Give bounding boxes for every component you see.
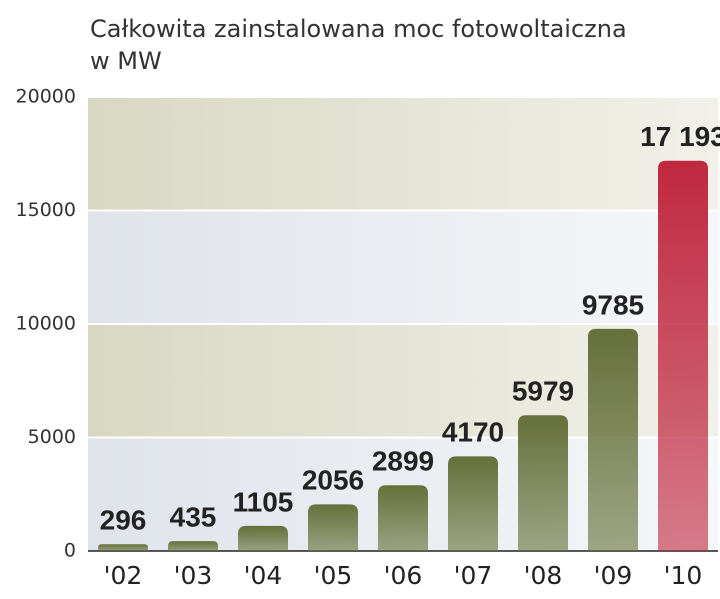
value-label: 296 [100, 505, 147, 536]
bar [98, 544, 148, 551]
value-label: 2056 [302, 465, 364, 496]
bar [658, 160, 708, 551]
x-tick-label: '08 [524, 561, 563, 590]
x-tick-label: '02 [104, 561, 143, 590]
y-tick-label: 0 [64, 540, 76, 562]
bar [518, 415, 568, 551]
x-tick-label: '03 [174, 561, 213, 590]
x-tick-label: '05 [314, 561, 353, 590]
value-label: 5979 [512, 376, 574, 407]
bar [448, 456, 498, 551]
x-tick-label: '07 [454, 561, 493, 590]
bar [168, 541, 218, 551]
bar [238, 525, 288, 551]
background-band [88, 210, 718, 324]
value-label: 17 193 [640, 121, 720, 152]
value-label: 4170 [442, 417, 504, 448]
value-label: 1105 [233, 486, 294, 517]
x-tick-label: '04 [244, 561, 283, 590]
bar [378, 485, 428, 551]
background-band [88, 97, 718, 211]
value-label: 9785 [582, 289, 644, 320]
y-tick-label: 20000 [16, 86, 76, 108]
chart-title: Całkowita zainstalowana moc fotowoltaicz… [90, 15, 627, 43]
bar [588, 328, 638, 551]
x-tick-label: '09 [594, 561, 633, 590]
value-label: 2899 [372, 446, 434, 477]
chart-subtitle: w MW [90, 47, 162, 75]
x-tick-label: '10 [664, 561, 703, 590]
value-label: 435 [170, 502, 217, 533]
x-tick-label: '06 [384, 561, 423, 590]
y-tick-label: 10000 [16, 313, 76, 335]
y-tick-label: 15000 [16, 199, 76, 221]
bar [308, 504, 358, 551]
y-tick-label: 5000 [28, 426, 76, 448]
